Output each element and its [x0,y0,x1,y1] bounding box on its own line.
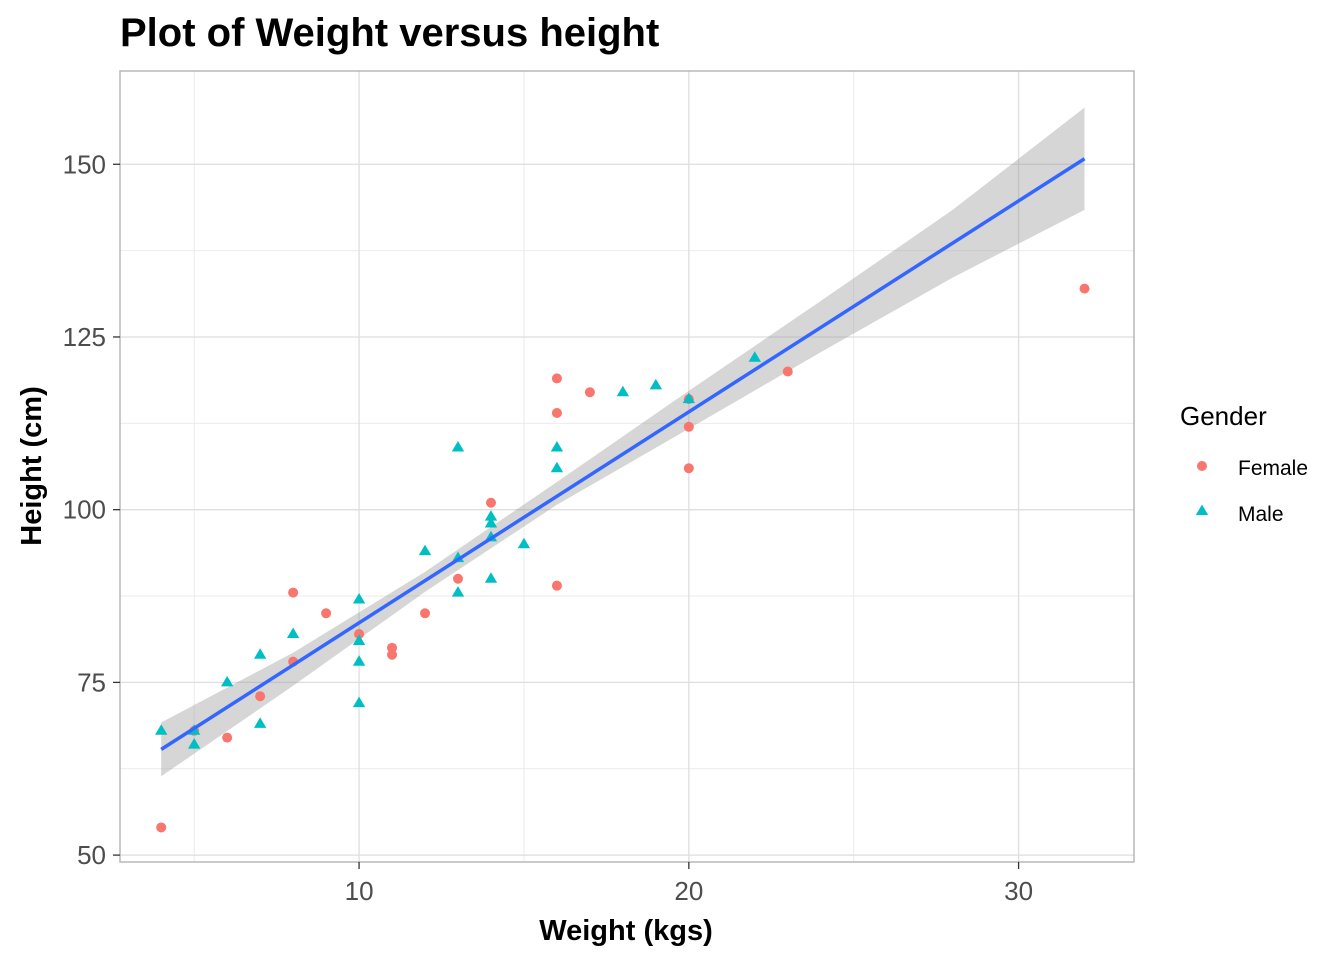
data-point-female [1079,283,1090,294]
data-point-female [551,580,562,591]
data-point-female [782,366,793,377]
confidence-band [161,107,1085,777]
data-point-male [451,586,465,597]
y-tick-label: 125 [63,322,106,352]
data-point-male [188,738,201,749]
data-point-male [517,537,531,549]
data-point-female [255,691,266,702]
data-point-male [253,717,267,728]
data-point-male [748,351,761,362]
data-point-female [354,629,365,640]
data-point-female [551,373,562,384]
data-point-male [352,655,366,666]
data-point-female [387,649,398,660]
y-tick-label: 100 [63,495,106,525]
legend-key-male [1195,504,1209,516]
y-axis-ticks: 50 75 100 125 150 [63,149,120,870]
panel-border [119,70,1135,863]
x-axis-title: Weight (kgs) [539,915,712,947]
data-point-male [550,441,564,452]
data-point-male [649,378,663,390]
data-point-male [484,572,498,583]
data-point-male [352,696,366,708]
regression-line [160,157,1086,751]
data-point-female [222,732,233,743]
data-point-female [420,608,431,619]
data-point-male [220,675,234,687]
data-point-male [352,634,366,645]
fit-line-layer [160,157,1086,751]
y-axis-title: Height (cm) [16,386,48,546]
data-point-male [352,592,366,604]
legend-label-female: Female [1238,457,1308,480]
data-point-female [683,463,694,474]
legend-title: Gender [1180,401,1267,431]
data-point-female [584,387,595,398]
data-point-female [453,573,463,584]
data-point-female [288,587,299,598]
y-tick-label: 150 [63,149,106,179]
legend-key-female [1197,461,1207,471]
data-point-male [451,441,465,452]
data-point-male [484,516,498,528]
y-tick-label: 75 [77,667,106,697]
data-point-female [551,407,562,418]
legend: Gender Female Male [1180,401,1308,526]
y-tick-label: 50 [77,840,106,870]
legend-label-male: Male [1238,503,1284,526]
data-point-female [156,822,167,833]
data-point-male [682,392,696,404]
chart-title: Plot of Weight versus height [120,11,659,55]
data-point-male [286,627,300,639]
data-point-female [321,608,332,619]
legend-items: Female Male [1195,457,1308,526]
grid-major [120,71,1134,862]
points-layer [155,283,1090,833]
x-tick-label: 20 [674,876,703,906]
data-point-female [485,497,496,508]
data-point-male [550,461,564,473]
data-point-male [616,385,630,397]
data-point-male [155,724,168,735]
data-point-female [387,642,398,653]
x-tick-label: 30 [1004,876,1033,906]
data-point-male [418,544,432,556]
data-point-female [683,421,694,432]
confidence-band-layer [161,107,1085,777]
x-tick-label: 10 [345,876,374,906]
data-point-male [253,648,267,659]
data-point-male [484,510,498,521]
x-axis-ticks: 10 20 30 [345,862,1033,906]
grid-minor [120,71,1134,862]
